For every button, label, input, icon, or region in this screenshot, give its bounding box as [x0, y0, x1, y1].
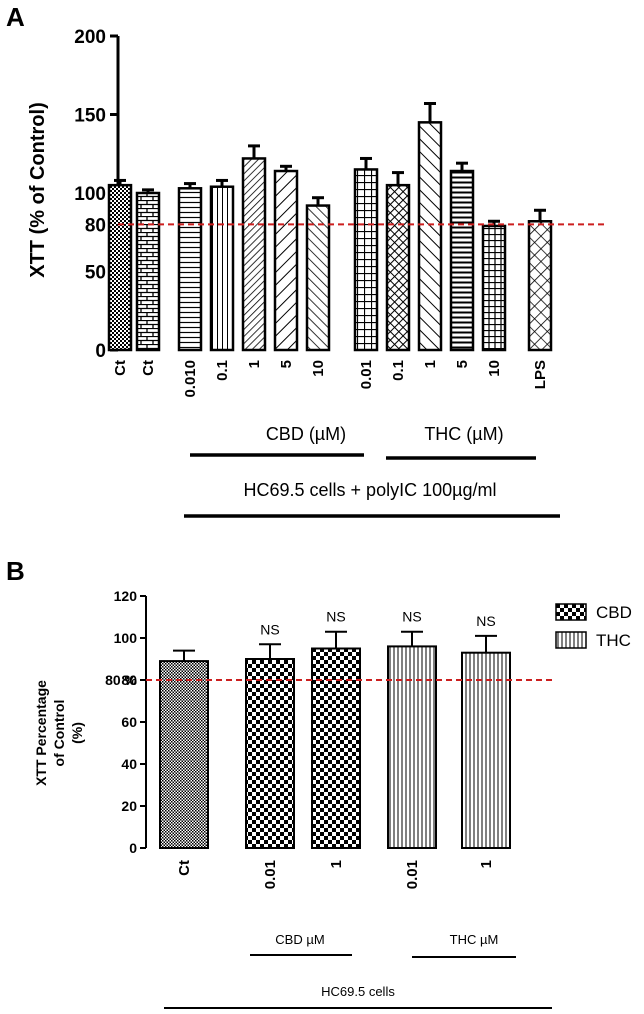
panel-b-y-tick-label: 60	[121, 714, 137, 730]
panel-a-x-tick-label: Ct	[140, 360, 157, 376]
panel-a-bar	[527, 220, 553, 352]
panel-b-bar	[245, 658, 295, 849]
panel-a-y-tick-label: 200	[74, 27, 106, 48]
panel-a-group-cells-label: HC69.5 cells + polyIC 100µg/ml	[244, 480, 497, 500]
panel-b-bar	[387, 645, 437, 850]
panel-b-label: B	[6, 556, 25, 586]
panel-a-bar	[385, 183, 411, 352]
panel-a-bar	[305, 204, 331, 352]
panel-a-group-thc-label: THC (µM)	[424, 424, 503, 444]
panel-b-significance-label: NS	[402, 609, 421, 625]
panel-a-bar	[481, 224, 507, 352]
panel-a-x-tick-label: 5	[278, 360, 295, 368]
legend-thc-swatch	[555, 631, 587, 649]
panel-a-bar	[273, 169, 299, 352]
panel-b-y-tick-label: 120	[114, 588, 138, 604]
legend-cbd-swatch	[555, 603, 587, 621]
panel-b-y-tick-label: 40	[121, 756, 137, 772]
panel-a-x-tick-label: 0.01	[358, 360, 375, 389]
panel-a-bars	[107, 102, 553, 352]
legend-thc-label: THC	[596, 631, 631, 650]
panel-a-y-tick-label: 150	[74, 106, 106, 127]
panel-a-x-tick-label: Ct	[112, 360, 129, 376]
panel-b-y-axis-title: XTT Percentage of Control (%)	[33, 680, 85, 786]
panel-b-group-cells-label: HC69.5 cells	[321, 984, 395, 999]
panel-a-x-tick-label: 0.1	[214, 360, 231, 381]
panel-a-bar	[353, 168, 379, 352]
panel-a-bar	[135, 191, 161, 352]
panel-b-x-tick-label: 1	[328, 860, 345, 868]
panel-b-x-tick-label: Ct	[176, 860, 193, 876]
panel-a-y-tick-label: 0	[95, 341, 106, 362]
panel-a-bar	[241, 157, 267, 352]
panel-b-group-thc-label: THC µM	[450, 932, 499, 947]
panel-a-bar	[209, 185, 235, 352]
panel-b-x-tick-label: 0.01	[404, 860, 421, 889]
panel-b-y-axis-title-line-3: (%)	[69, 722, 85, 744]
panel-a-bar	[107, 183, 133, 352]
panel-a-label: A	[6, 2, 25, 32]
panel-a-y-tick-label: 50	[85, 263, 106, 284]
panel-b-x-tick-labels: Ct 0.01 1 0.01 1	[176, 860, 495, 889]
panel-b: B XTT Percentage of Control (%) 0 20 40 60 8…	[6, 556, 632, 1009]
panel-a-x-tick-label: 0.1	[390, 360, 407, 381]
panel-b-y-axis-title-line-1: XTT Percentage	[33, 680, 49, 786]
panel-b-legend: CBD THC	[555, 603, 632, 650]
panel-a-group-cbd-label: CBD (µM)	[266, 424, 346, 444]
panel-b-x-tick-label: 1	[478, 860, 495, 868]
panel-a-x-tick-label: LPS	[532, 360, 549, 389]
panel-b-annotations: NS NS NS NS	[260, 609, 495, 638]
panel-b-group-cbd-label: CBD µM	[275, 932, 324, 947]
panel-b-y-tick-label: 80	[121, 672, 137, 688]
panel-b-bar	[159, 660, 209, 849]
panel-b-bars	[159, 630, 511, 850]
panel-a-x-tick-label: 5	[454, 360, 471, 368]
panel-b-y-tick-label: 0	[129, 840, 137, 856]
panel-b-threshold-label: 80 %	[105, 672, 137, 688]
panel-b-y-axis: 0 20 40 60 80 100 120	[114, 588, 147, 856]
panel-a-bar	[177, 187, 203, 352]
panel-a-x-tick-label: 0.010	[182, 360, 199, 398]
panel-b-x-tick-label: 0.01	[262, 860, 279, 889]
panel-a-y-axis-title: XTT (% of Control)	[27, 102, 49, 278]
panel-b-bar	[311, 647, 361, 849]
panel-a-y-tick-label: 100	[74, 184, 106, 205]
panel-b-y-axis-title-line-2: of Control	[51, 700, 67, 767]
panel-b-bar	[461, 651, 511, 850]
panel-b-significance-label: NS	[260, 621, 279, 637]
panel-b-significance-label: NS	[476, 613, 495, 629]
panel-a-x-tick-label: 1	[422, 360, 439, 368]
panel-a-bar	[449, 169, 475, 352]
panel-a-y-tick-label: 80	[85, 215, 106, 236]
panel-a-x-tick-label: 10	[486, 360, 503, 377]
panel-a-x-tick-label: 1	[246, 360, 263, 368]
legend-cbd-label: CBD	[596, 603, 632, 622]
panel-a-x-tick-labels: Ct Ct 0.010 0.1 1 5 10 0.01 0.1 1 5 10 LPS	[112, 360, 549, 398]
panel-a-x-tick-label: 10	[310, 360, 327, 377]
panel-b-y-tick-label: 100	[114, 630, 138, 646]
panel-a-bar	[417, 121, 443, 352]
panel-b-significance-label: NS	[326, 609, 345, 625]
panel-b-y-tick-label: 20	[121, 798, 137, 814]
